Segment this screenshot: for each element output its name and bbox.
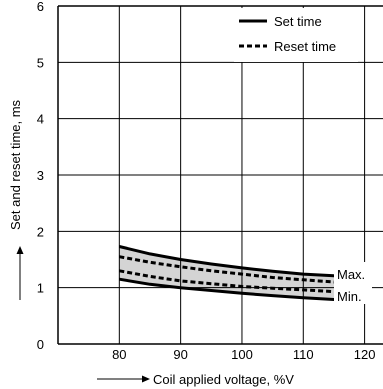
annotation-min: Min.	[337, 289, 362, 304]
x-tick-label-110: 110	[293, 347, 314, 362]
legend-box	[234, 8, 358, 62]
legend-label-set-time: Set time	[274, 14, 322, 29]
x-axis-arrow-head	[142, 375, 150, 383]
x-tick-label-90: 90	[173, 347, 187, 362]
y-axis-label: Set and reset time, ms	[8, 99, 23, 230]
y-tick-label-0: 0	[37, 337, 44, 352]
series-line-reset-time-min	[119, 269, 365, 295]
series-line-set-time-min	[119, 277, 365, 303]
axis-layer: 0 1 2 3 4 5 6 80 90 100 110 120	[37, 0, 383, 362]
x-tick-label-100: 100	[231, 347, 253, 362]
annotation-background	[334, 262, 372, 304]
y-tick-label-3: 3	[37, 168, 44, 183]
y-tick-label-5: 5	[37, 55, 44, 70]
y-tick-label-1: 1	[37, 281, 44, 296]
legend: Set time Reset time	[234, 8, 358, 62]
series-line-reset-time-max	[119, 255, 365, 285]
x-axis-label-group: Coil applied voltage, %V	[97, 372, 294, 387]
y-axis-arrow-head	[16, 246, 24, 254]
x-tick-label-120: 120	[354, 347, 376, 362]
grid-layer	[58, 6, 383, 344]
y-axis-label-group: Set and reset time, ms	[8, 99, 24, 300]
y-tick-label-4: 4	[37, 112, 44, 127]
x-tick-label-80: 80	[112, 347, 126, 362]
x-axis-label: Coil applied voltage, %V	[153, 372, 294, 387]
annotations: Max. Min.	[334, 262, 372, 304]
y-tick-label-2: 2	[37, 224, 44, 239]
annotation-max: Max.	[337, 267, 365, 282]
y-tick-label-6: 6	[37, 0, 44, 14]
legend-label-reset-time: Reset time	[274, 39, 336, 54]
